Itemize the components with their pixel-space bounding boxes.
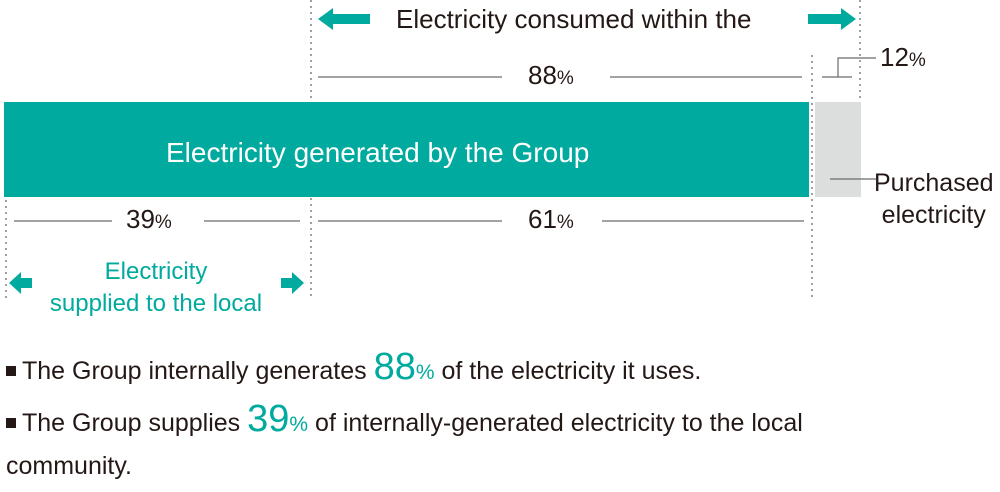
bullet-2-value: 39 bbox=[247, 398, 290, 440]
bullet-2-before: The Group supplies bbox=[22, 409, 248, 437]
top-label: Electricity consumed within the bbox=[396, 4, 752, 34]
bullet-2-after: of internally-generated electricity to t… bbox=[308, 409, 803, 437]
consumed-share: 88% bbox=[528, 60, 574, 91]
bullet-1-before: The Group internally generates bbox=[22, 357, 374, 385]
local-unit: % bbox=[154, 212, 172, 233]
local-value: 39 bbox=[126, 204, 155, 234]
local-share: 39% bbox=[126, 204, 172, 235]
consumed-value: 88 bbox=[528, 60, 557, 90]
arrow-left-bottom bbox=[9, 272, 32, 294]
bar-label: Electricity generated by the Group bbox=[166, 137, 590, 168]
bullet-1-value: 88 bbox=[373, 346, 416, 388]
purchased-label-line2: electricity bbox=[881, 201, 986, 229]
purchased-bar bbox=[815, 102, 861, 197]
local-label-line1: Electricity bbox=[104, 258, 208, 285]
internal-unit: % bbox=[556, 212, 574, 233]
arrow-right-bottom bbox=[281, 272, 304, 294]
purchased-share: 12% bbox=[880, 42, 926, 73]
bullet-square-icon bbox=[6, 418, 16, 428]
generated-bar bbox=[4, 102, 809, 197]
local-label: Electricity supplied to the local bbox=[34, 256, 278, 320]
purchased-unit: % bbox=[908, 50, 926, 71]
arrow-left-top bbox=[318, 8, 370, 30]
bullet-square-icon bbox=[6, 366, 16, 376]
purchased-label-line1: Purchased bbox=[874, 169, 994, 197]
local-label-line2: supplied to the local bbox=[49, 290, 263, 317]
purchased-label: Purchased electricity bbox=[874, 167, 994, 231]
purchased-value: 12 bbox=[880, 42, 909, 72]
electricity-flow-diagram bbox=[4, 0, 876, 298]
bullet-1-after: of the electricity it uses. bbox=[434, 357, 702, 385]
internal-share: 61% bbox=[528, 204, 574, 235]
bullet-2-continuation: community. bbox=[6, 452, 132, 480]
arrow-right-top bbox=[808, 8, 856, 30]
leader-12 bbox=[837, 57, 876, 77]
bullet-1: The Group internally generates 88% of th… bbox=[6, 346, 701, 389]
internal-value: 61 bbox=[528, 204, 557, 234]
bullet-2: The Group supplies 39% of internally-gen… bbox=[6, 398, 803, 441]
bullet-1-unit: % bbox=[415, 361, 435, 384]
consumed-unit: % bbox=[556, 68, 574, 89]
bullet-2-unit: % bbox=[289, 413, 309, 436]
